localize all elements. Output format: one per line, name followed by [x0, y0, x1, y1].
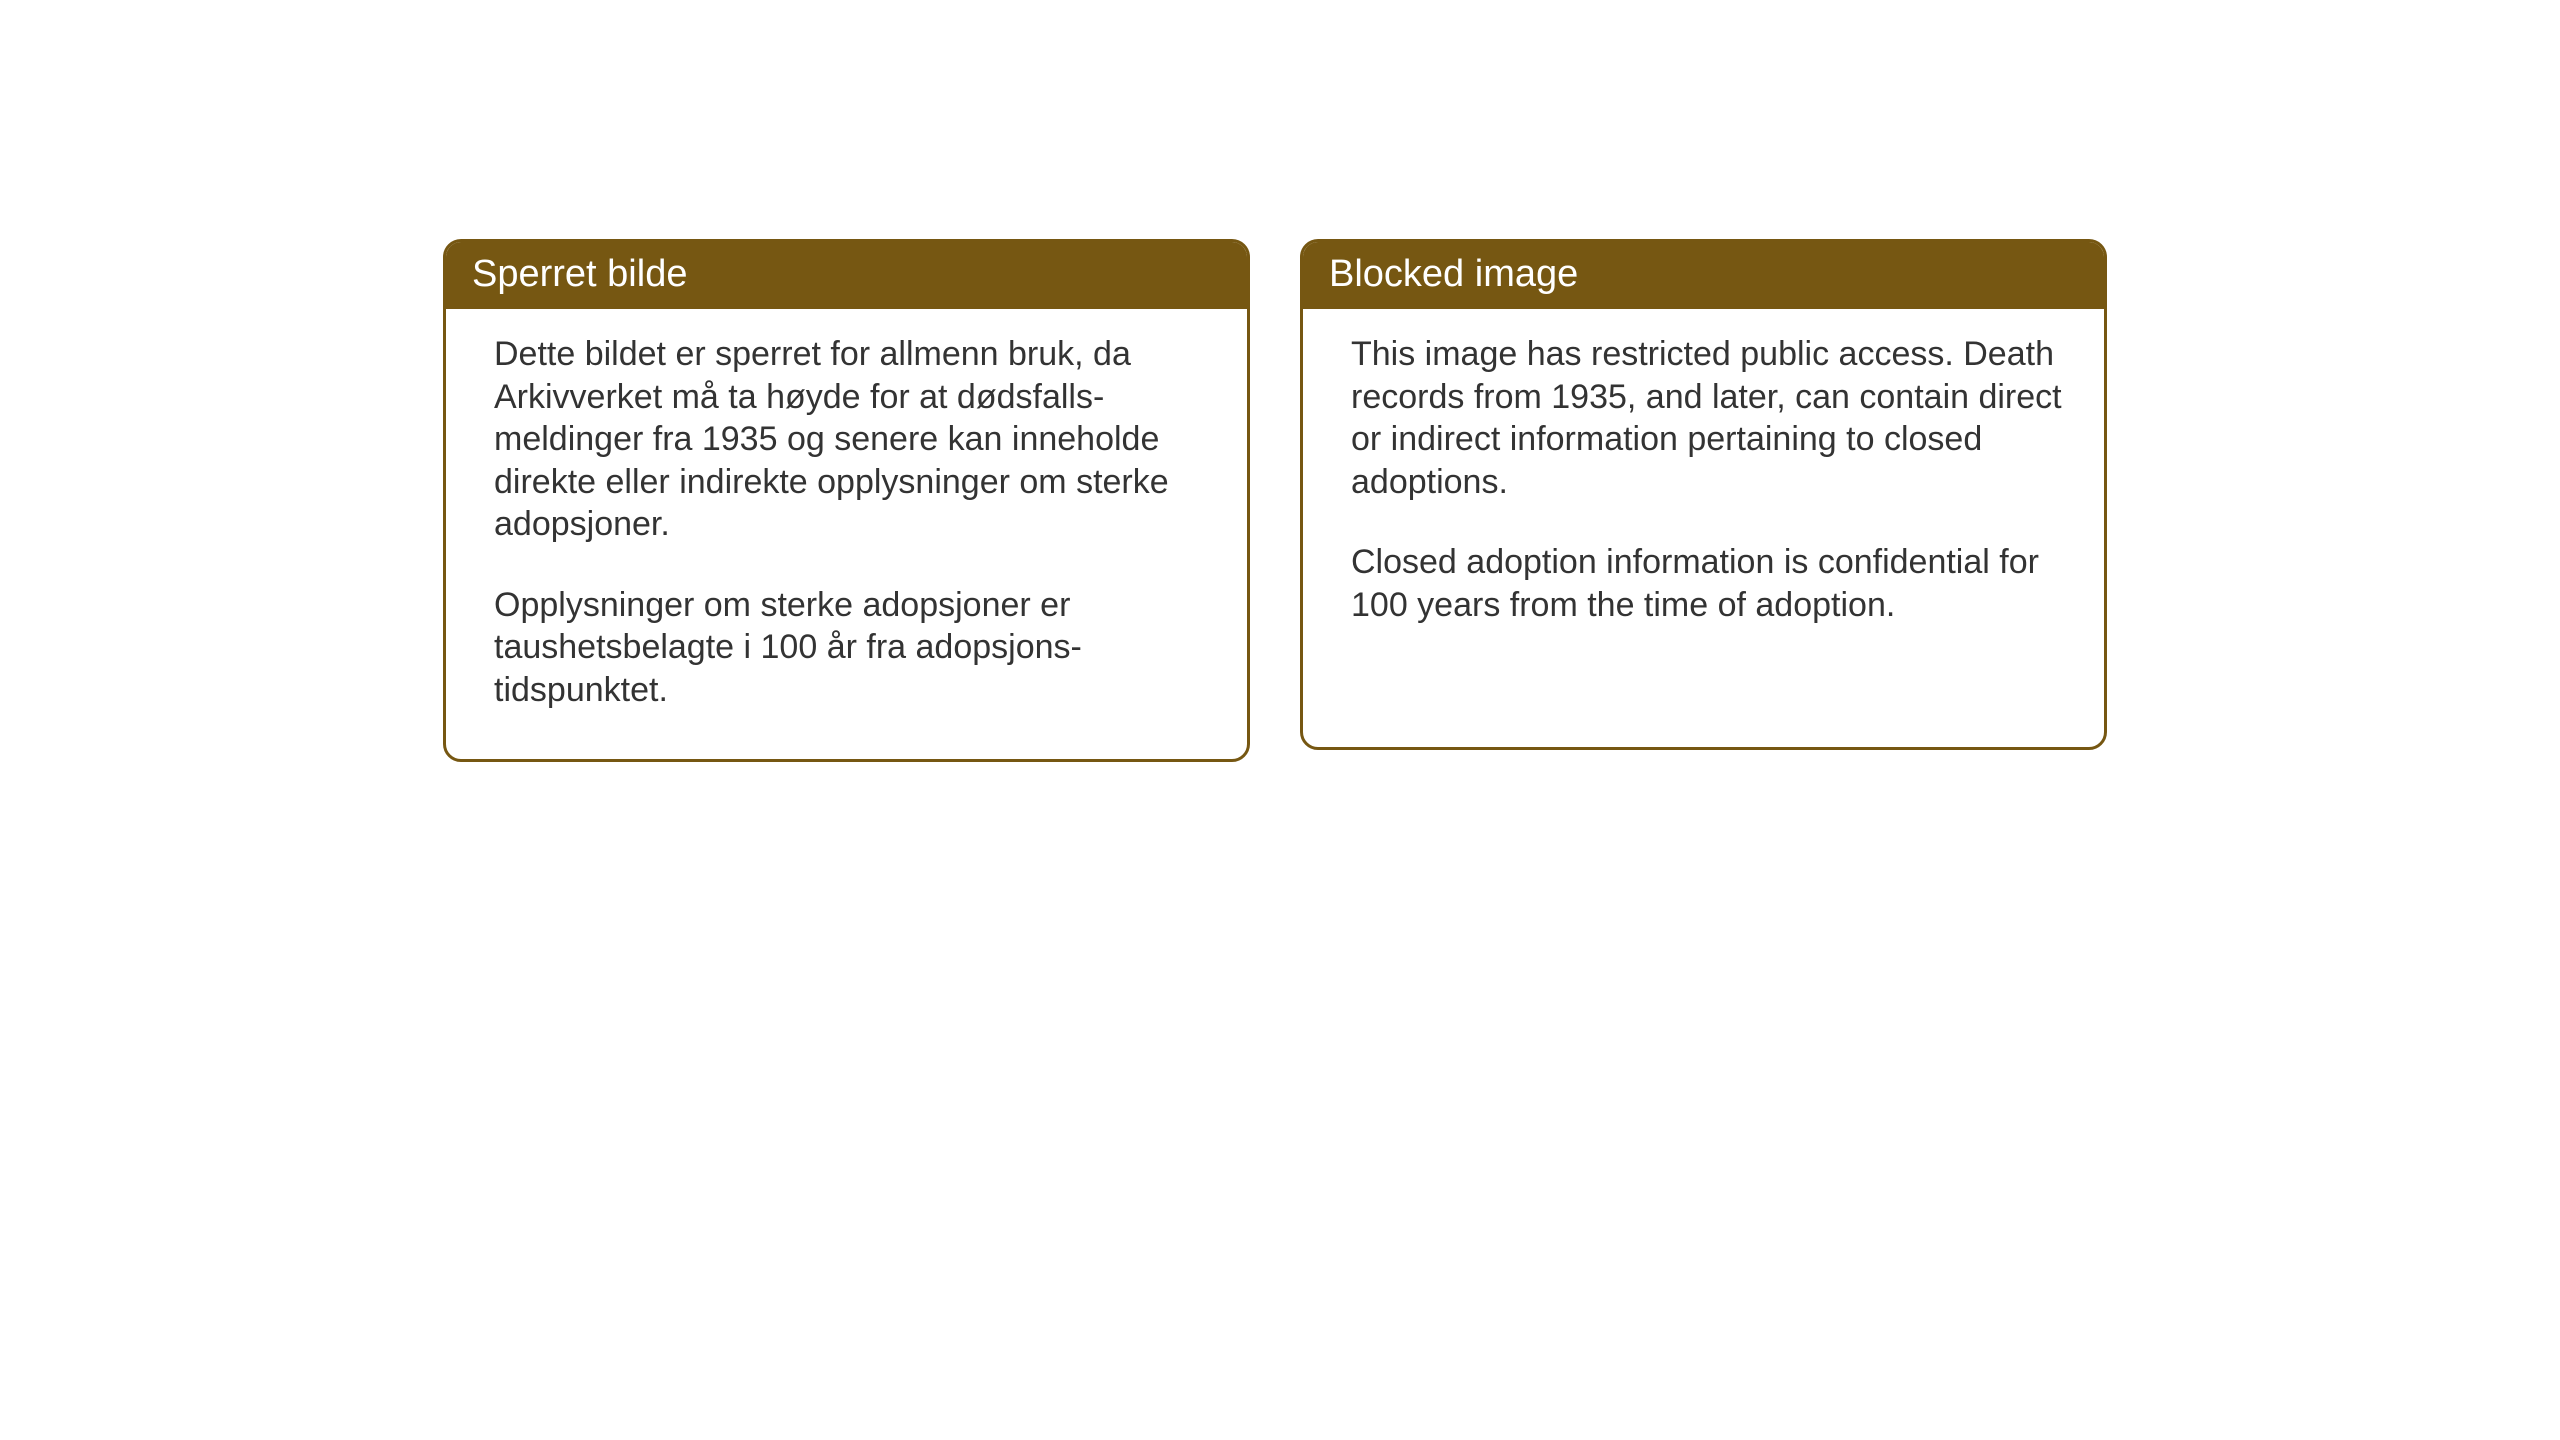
norwegian-paragraph-2: Opplysninger om sterke adopsjoner er tau… — [494, 584, 1207, 712]
card-body-norwegian: Dette bildet er sperret for allmenn bruk… — [446, 309, 1247, 759]
english-paragraph-1: This image has restricted public access.… — [1351, 333, 2064, 503]
card-norwegian: Sperret bilde Dette bildet er sperret fo… — [443, 239, 1250, 762]
card-english: Blocked image This image has restricted … — [1300, 239, 2107, 750]
cards-container: Sperret bilde Dette bildet er sperret fo… — [0, 0, 2560, 762]
norwegian-paragraph-1: Dette bildet er sperret for allmenn bruk… — [494, 333, 1207, 546]
card-header-norwegian: Sperret bilde — [446, 242, 1247, 309]
card-body-english: This image has restricted public access.… — [1303, 309, 2104, 674]
card-header-english: Blocked image — [1303, 242, 2104, 309]
english-paragraph-2: Closed adoption information is confident… — [1351, 541, 2064, 626]
